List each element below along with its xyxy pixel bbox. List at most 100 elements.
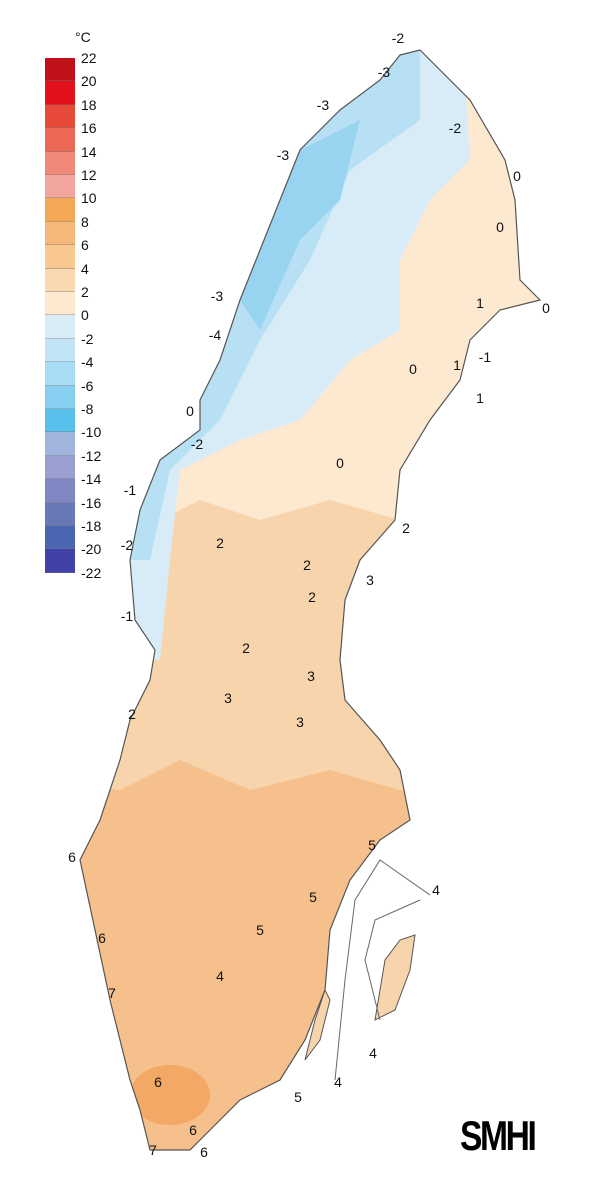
zone-6-8: [130, 1065, 210, 1125]
contour-label: 2: [128, 706, 136, 722]
legend-swatch: [45, 292, 75, 316]
contour-label: -3: [211, 288, 224, 304]
contour-label: 0: [336, 455, 344, 471]
legend-label: -10: [81, 424, 102, 441]
legend-swatch: [45, 455, 75, 480]
legend-swatch: [45, 502, 75, 526]
legend-label: 16: [81, 120, 97, 137]
oland-island: [304, 988, 331, 1061]
contour-label: -1: [121, 608, 134, 624]
legend-label: 0: [81, 307, 89, 324]
legend-swatch: [45, 104, 75, 129]
legend-label: 14: [81, 143, 97, 160]
contour-label: 3: [307, 668, 315, 684]
contour-label: 0: [513, 168, 521, 184]
contour-label: 6: [200, 1144, 208, 1160]
legend-swatch: [45, 385, 75, 409]
contour-label: 1: [453, 357, 461, 373]
legend-swatch: [45, 526, 75, 550]
contour-label: 5: [309, 889, 317, 905]
legend-label: -12: [81, 447, 102, 464]
contour-label: 3: [296, 714, 304, 730]
legend-swatch: [45, 549, 75, 573]
zone-mountains: [240, 120, 360, 330]
legend-swatch: [45, 409, 75, 433]
contour-label: -2: [191, 436, 204, 452]
legend-label: 2: [81, 284, 89, 300]
legend-swatch: [45, 362, 75, 386]
sea-contour-4: [334, 859, 431, 1081]
legend-label: -22: [81, 564, 102, 581]
legend-label: 12: [81, 167, 97, 183]
contour-label: 0: [542, 300, 550, 316]
contour-label: 6: [189, 1122, 197, 1138]
legend-label: 10: [81, 190, 97, 207]
contour-label: -3: [378, 64, 391, 80]
legend-label: -16: [81, 494, 102, 511]
legend-swatch: [45, 479, 75, 503]
legend-label: -8: [81, 401, 94, 417]
contour-label: 6: [98, 930, 106, 946]
contour-label: 5: [294, 1089, 302, 1105]
legend-label: 4: [81, 260, 89, 277]
legend-swatch: [45, 175, 75, 199]
legend-label: 20: [81, 73, 97, 90]
smhi-logo: SMHI: [460, 1112, 537, 1159]
legend-swatch: [45, 81, 75, 105]
legend-label: 6: [81, 237, 89, 254]
legend-swatch: [45, 338, 75, 363]
contour-label: 7: [149, 1142, 157, 1158]
contour-label: 5: [256, 922, 264, 938]
contour-label: 1: [476, 295, 484, 311]
contour-label: 0: [496, 219, 504, 235]
contour-label: -2: [121, 537, 134, 553]
contour-label: 3: [366, 572, 374, 588]
contour-label: 2: [216, 535, 224, 551]
contour-label: 2: [308, 589, 316, 605]
contour-label: 0: [409, 361, 417, 377]
contour-label: 0: [186, 403, 194, 419]
legend-swatch: [45, 315, 75, 339]
contour-label: -1: [479, 349, 492, 365]
legend-swatch: [45, 198, 75, 222]
legend-unit: °C: [75, 29, 91, 45]
legend-swatch: [45, 432, 75, 456]
contour-label: 4: [369, 1045, 377, 1061]
contour-label: 6: [154, 1074, 162, 1090]
contour-label: 6: [68, 849, 76, 865]
sea-contour-4b: [364, 899, 421, 1021]
legend-label: -4: [81, 354, 94, 371]
contour-label: 2: [303, 557, 311, 573]
contour-label: -1: [124, 482, 137, 498]
contour-label: 2: [402, 520, 410, 536]
contour-label: 3: [224, 690, 232, 706]
legend-swatch: [45, 268, 75, 292]
contour-label: 2: [242, 640, 250, 656]
gotland-island: [374, 934, 416, 1021]
contour-label: -2: [449, 120, 462, 136]
contour-label: 4: [334, 1074, 342, 1090]
legend-swatch: [45, 221, 75, 246]
legend-swatch: [45, 58, 75, 82]
legend-label: -2: [81, 330, 94, 347]
contour-label: -3: [317, 97, 330, 113]
legend-label: -20: [81, 541, 102, 558]
contour-label: 1: [476, 390, 484, 406]
legend-swatch: [45, 245, 75, 269]
contour-label: 5: [368, 837, 376, 853]
legend-swatch: [45, 128, 75, 152]
contour-label: -2: [392, 30, 405, 46]
legend-label: -14: [81, 471, 102, 488]
legend-label: 18: [81, 96, 97, 113]
contour-label: -3: [277, 147, 290, 163]
contour-label: 4: [216, 968, 224, 984]
legend-label: -18: [81, 518, 102, 534]
contour-label: 4: [432, 882, 440, 898]
legend-label: 8: [81, 213, 89, 230]
contour-label: 7: [108, 985, 116, 1001]
contour-label: -4: [209, 327, 222, 343]
legend-label: 22: [81, 50, 97, 66]
legend-label: -6: [81, 377, 94, 394]
legend-swatch: [45, 151, 75, 175]
